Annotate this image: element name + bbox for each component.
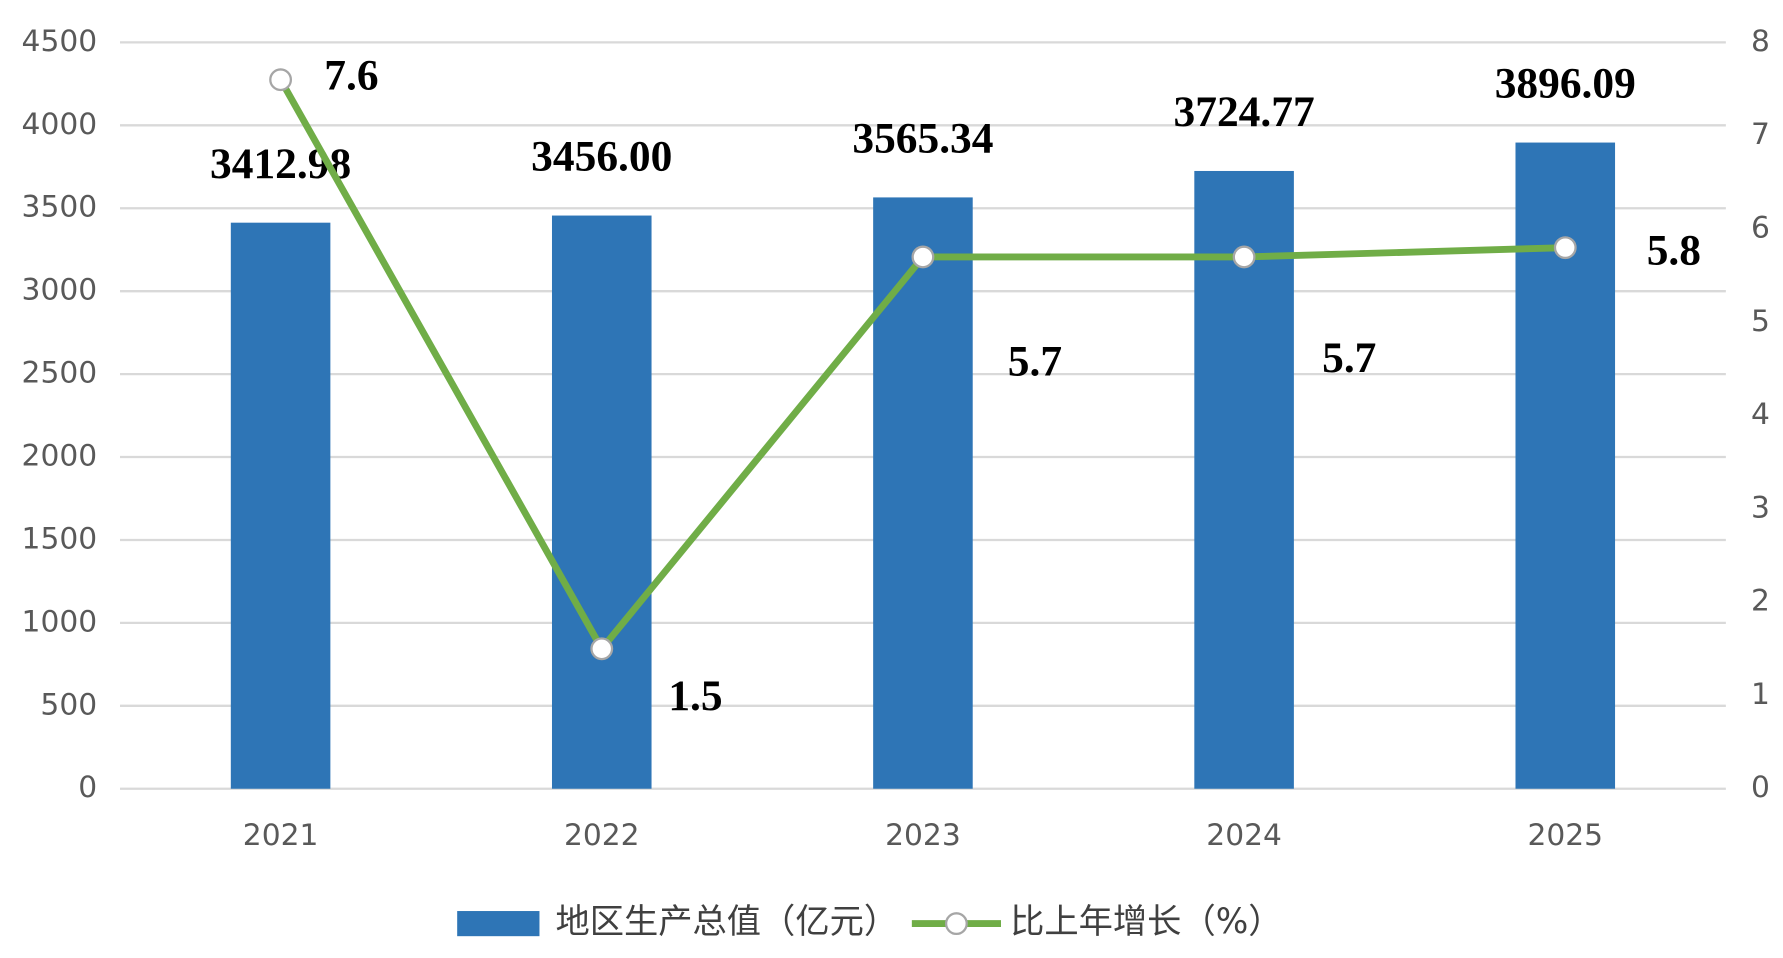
y-tick-label: 2500 bbox=[22, 356, 98, 391]
y-tick-label: 4000 bbox=[22, 107, 98, 142]
data-label: 3724.77 bbox=[1174, 88, 1315, 136]
y2-tick-label: 7 bbox=[1751, 117, 1770, 152]
bar bbox=[873, 197, 973, 789]
legend-swatch bbox=[944, 912, 968, 936]
line-marker bbox=[1232, 245, 1256, 269]
data-label: 1.5 bbox=[668, 672, 722, 720]
data-label: 7.6 bbox=[324, 52, 378, 100]
y2-tick-label: 5 bbox=[1751, 304, 1770, 339]
data-label: 3565.34 bbox=[852, 115, 993, 163]
y-tick-label: 3000 bbox=[22, 273, 98, 308]
legend-label: 地区生产总值（亿元） bbox=[555, 902, 898, 942]
y2-tick-label: 4 bbox=[1751, 397, 1770, 432]
data-label: 5.7 bbox=[1322, 334, 1376, 382]
line-marker bbox=[1553, 236, 1577, 260]
line-marker bbox=[269, 68, 293, 92]
bar bbox=[551, 215, 652, 789]
x-tick-label: 2021 bbox=[243, 818, 319, 853]
data-label: 5.8 bbox=[1647, 226, 1701, 274]
y-tick-label: 500 bbox=[40, 687, 97, 722]
y-tick-label: 2000 bbox=[22, 439, 98, 474]
x-tick-label: 2022 bbox=[564, 818, 640, 853]
bar bbox=[1194, 170, 1294, 789]
y-tick-label: 1000 bbox=[22, 604, 98, 639]
legend-swatch bbox=[457, 911, 540, 937]
line-marker bbox=[590, 637, 614, 661]
y2-tick-label: 1 bbox=[1751, 677, 1770, 712]
y2-tick-label: 3 bbox=[1751, 490, 1770, 525]
legend-label: 比上年增长（%） bbox=[1010, 902, 1282, 942]
y2-tick-label: 8 bbox=[1751, 24, 1770, 59]
y2-tick-label: 0 bbox=[1751, 770, 1770, 805]
y2-tick-label: 2 bbox=[1751, 584, 1770, 619]
data-label: 3896.09 bbox=[1495, 60, 1636, 108]
data-label: 3456.00 bbox=[531, 133, 672, 181]
x-tick-label: 2023 bbox=[885, 818, 961, 853]
y-tick-label: 1500 bbox=[22, 521, 98, 556]
y-tick-label: 4500 bbox=[22, 24, 98, 59]
line-marker bbox=[911, 245, 935, 269]
y-tick-label: 3500 bbox=[22, 190, 98, 225]
y-tick-label: 0 bbox=[78, 770, 97, 805]
y2-tick-label: 6 bbox=[1751, 210, 1770, 245]
x-tick-label: 2024 bbox=[1206, 818, 1282, 853]
bar bbox=[230, 222, 331, 789]
x-tick-label: 2025 bbox=[1527, 818, 1603, 853]
data-label: 5.7 bbox=[1008, 338, 1062, 386]
